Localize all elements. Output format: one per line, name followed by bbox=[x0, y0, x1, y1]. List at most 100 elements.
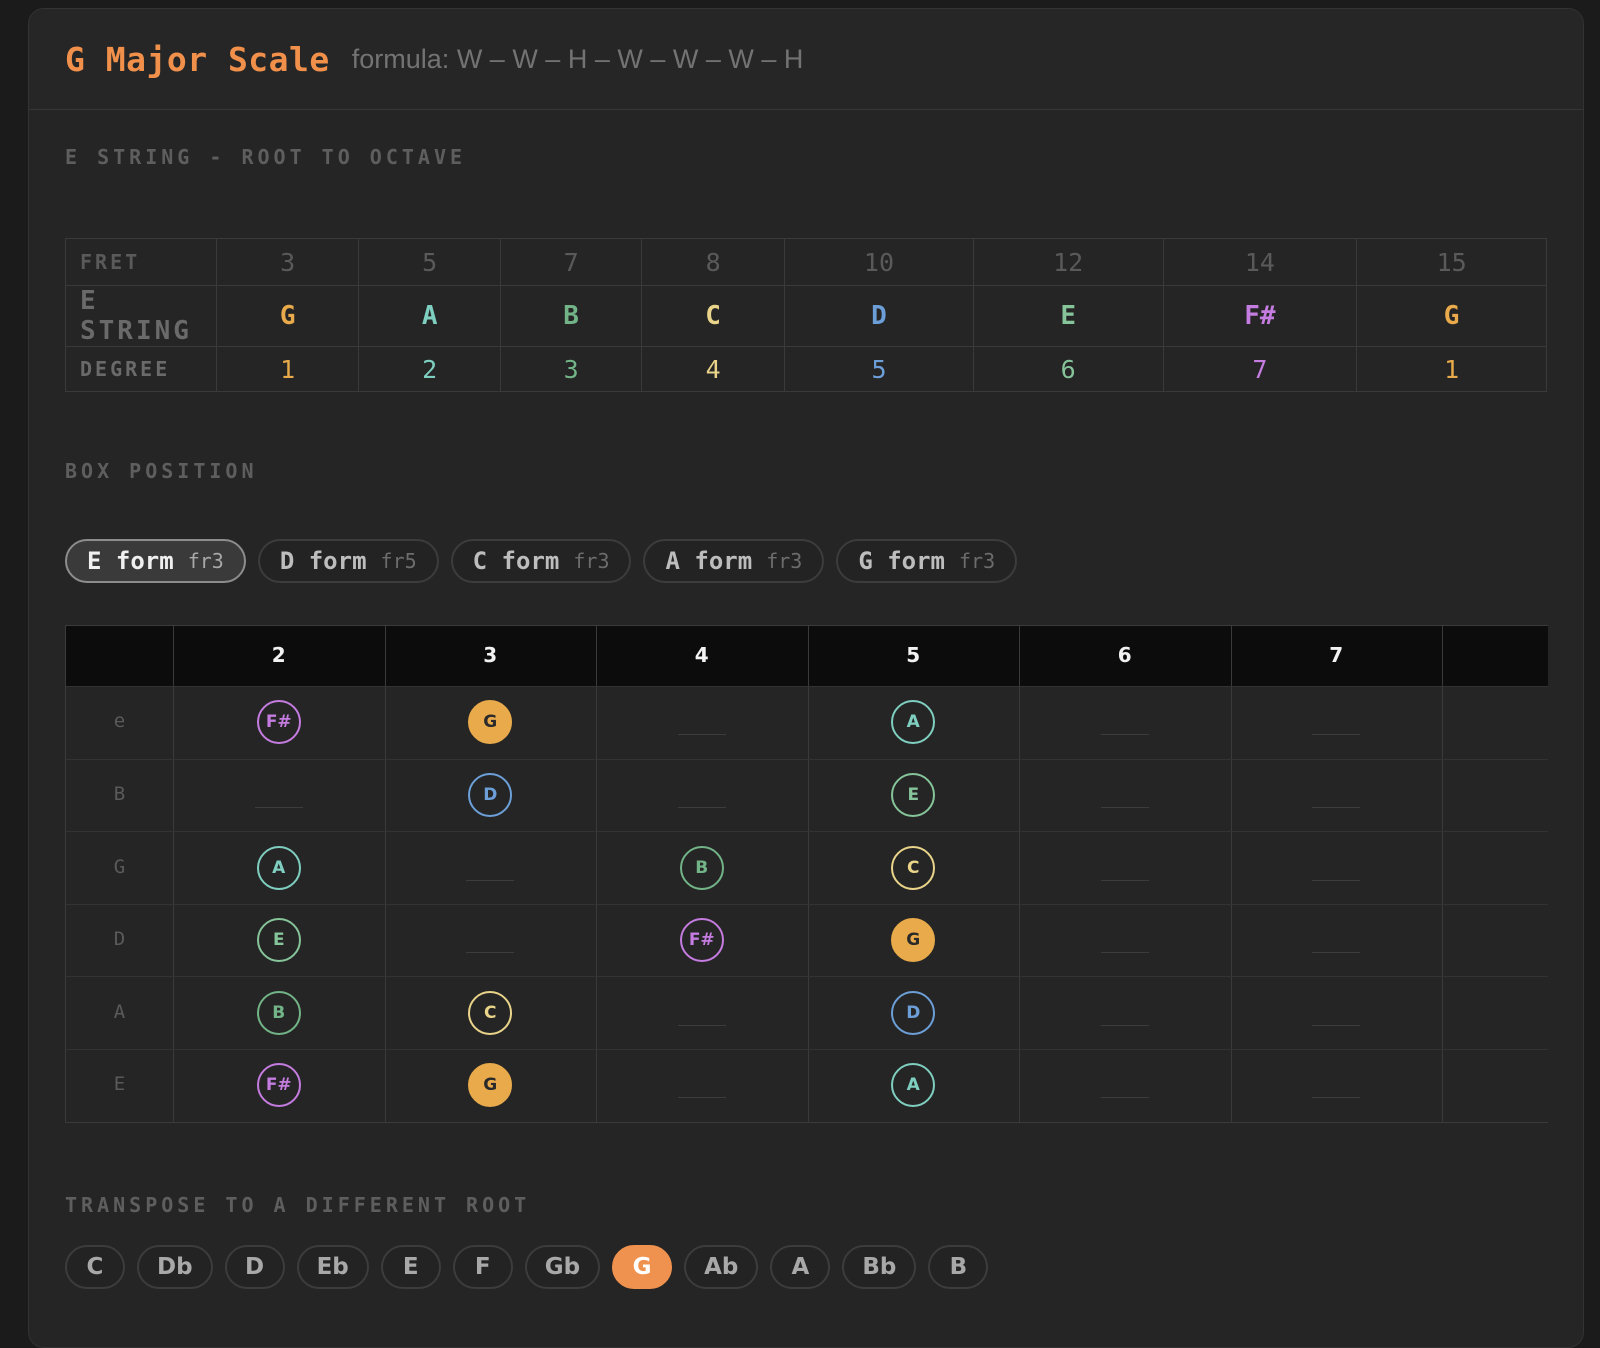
key-button[interactable]: Eb bbox=[296, 1245, 369, 1289]
form-selector: E form fr3 D form fr5 C form fr3 A form fr3 G fo… bbox=[65, 539, 1018, 583]
note-marker[interactable]: D bbox=[891, 990, 936, 1035]
empty-fret-marker bbox=[1312, 879, 1361, 881]
scale-formula: formula: W – W – H – W – W – W – H bbox=[351, 43, 804, 74]
degree-cell: 5 bbox=[784, 346, 974, 392]
fretboard: 2 3 4 5 6 7 e F# G A B D E G A B C D E F# G A B C D E F# G A bbox=[65, 625, 1548, 1123]
key-button[interactable]: D bbox=[224, 1245, 285, 1289]
fret-row-label: FRET bbox=[64, 238, 218, 286]
note-marker[interactable]: E bbox=[256, 918, 301, 963]
note-marker[interactable]: F# bbox=[679, 918, 724, 963]
form-name: D form bbox=[279, 547, 367, 575]
note-row: E STRING G A B C D E F# G bbox=[64, 285, 1547, 347]
note-marker[interactable]: B bbox=[679, 845, 724, 890]
form-name: A form bbox=[665, 547, 753, 575]
fret-cell: 7 bbox=[500, 238, 643, 286]
form-button[interactable]: D form fr5 bbox=[257, 539, 439, 583]
fret-cell: 10 bbox=[784, 238, 974, 286]
transpose-section-label: TRANSPOSE TO A DIFFERENT ROOT bbox=[65, 1193, 531, 1217]
note-marker[interactable]: F# bbox=[256, 1063, 301, 1108]
note-cell: D bbox=[784, 285, 974, 347]
fret-cell: 5 bbox=[358, 238, 502, 286]
note-marker[interactable]: C bbox=[468, 990, 513, 1035]
note-marker[interactable]: B bbox=[256, 990, 301, 1035]
degree-cell: 3 bbox=[500, 346, 643, 392]
key-button[interactable]: A bbox=[770, 1245, 831, 1289]
form-name: C form bbox=[472, 547, 560, 575]
fret-cell: 8 bbox=[641, 238, 786, 286]
note-marker[interactable]: A bbox=[256, 845, 301, 890]
fret-number: 3 bbox=[483, 643, 498, 667]
empty-fret-marker bbox=[677, 806, 726, 808]
scale-panel: G Major Scale formula: W – W – H – W – W… bbox=[28, 8, 1584, 1348]
note-marker[interactable]: E bbox=[891, 772, 936, 817]
key-button[interactable]: C bbox=[65, 1245, 125, 1289]
form-button[interactable]: E form fr3 bbox=[65, 539, 246, 583]
key-button[interactable]: B bbox=[928, 1245, 989, 1289]
string-divider bbox=[66, 903, 1548, 905]
string-divider bbox=[66, 831, 1548, 833]
fret-line bbox=[807, 625, 809, 1122]
key-button[interactable]: G bbox=[612, 1245, 673, 1289]
form-fret: fr3 bbox=[959, 549, 996, 573]
note-cell: G bbox=[216, 285, 360, 347]
string-label: B bbox=[113, 782, 126, 805]
note-cell: G bbox=[1356, 285, 1547, 347]
key-button[interactable]: E bbox=[380, 1245, 441, 1289]
empty-fret-marker bbox=[466, 952, 515, 954]
fret-cell: 14 bbox=[1162, 238, 1358, 286]
note-marker[interactable]: D bbox=[468, 772, 513, 817]
string-label: A bbox=[113, 1000, 126, 1023]
root-note-marker[interactable]: G bbox=[468, 1063, 513, 1108]
note-cell: C bbox=[641, 285, 786, 347]
key-button[interactable]: Bb bbox=[842, 1245, 917, 1289]
degree-cell: 2 bbox=[358, 346, 502, 392]
string-label: G bbox=[113, 855, 126, 878]
empty-fret-marker bbox=[1312, 952, 1361, 954]
note-marker[interactable]: A bbox=[891, 700, 936, 745]
form-button[interactable]: C form fr3 bbox=[450, 539, 632, 583]
degree-row-label: DEGREE bbox=[64, 346, 218, 392]
root-note-marker[interactable]: G bbox=[891, 918, 936, 963]
empty-fret-marker bbox=[1312, 734, 1361, 736]
note-marker[interactable]: A bbox=[891, 1063, 936, 1108]
form-fret: fr3 bbox=[573, 549, 610, 573]
root-note-marker[interactable]: G bbox=[468, 700, 513, 745]
string-label: E bbox=[113, 1073, 126, 1096]
note-marker[interactable]: F# bbox=[256, 700, 301, 745]
scale-title: G Major Scale bbox=[65, 39, 330, 79]
key-button[interactable]: F bbox=[452, 1245, 513, 1289]
fret-number: 5 bbox=[906, 643, 921, 667]
empty-fret-marker bbox=[1312, 806, 1361, 808]
note-marker[interactable]: C bbox=[891, 845, 936, 890]
fret-row: FRET 3 5 7 8 10 12 14 15 bbox=[64, 238, 1547, 286]
string-divider bbox=[66, 976, 1548, 978]
degree-cell: 7 bbox=[1162, 346, 1358, 392]
fret-number: 4 bbox=[694, 643, 709, 667]
empty-fret-marker bbox=[466, 879, 515, 881]
fret-cell: 15 bbox=[1356, 238, 1547, 286]
fret-cell: 12 bbox=[972, 238, 1164, 286]
key-button[interactable]: Gb bbox=[524, 1245, 601, 1289]
form-fret: fr3 bbox=[766, 549, 803, 573]
fret-line bbox=[1230, 625, 1232, 1122]
empty-fret-marker bbox=[1312, 1024, 1361, 1026]
estring-section-label: E STRING - ROOT TO OCTAVE bbox=[65, 145, 467, 169]
transpose-keys: C Db D Eb E F Gb G Ab A Bb B bbox=[65, 1245, 989, 1289]
form-fret: fr5 bbox=[380, 549, 417, 573]
form-button[interactable]: A form fr3 bbox=[643, 539, 825, 583]
empty-fret-marker bbox=[1100, 952, 1149, 954]
key-button[interactable]: Ab bbox=[684, 1245, 759, 1289]
fret-number: 2 bbox=[271, 643, 286, 667]
key-button[interactable]: Db bbox=[137, 1245, 213, 1289]
fret-cell: 3 bbox=[216, 238, 360, 286]
fret-line bbox=[173, 625, 174, 1122]
form-name: G form bbox=[858, 547, 946, 575]
empty-fret-marker bbox=[1100, 734, 1149, 736]
empty-fret-marker bbox=[1312, 1097, 1361, 1099]
fret-line bbox=[1019, 625, 1020, 1122]
degree-cell: 6 bbox=[972, 346, 1164, 392]
form-button[interactable]: G form fr3 bbox=[836, 539, 1018, 583]
panel-header: G Major Scale formula: W – W – H – W – W… bbox=[29, 9, 1583, 110]
empty-fret-marker bbox=[1100, 806, 1149, 808]
